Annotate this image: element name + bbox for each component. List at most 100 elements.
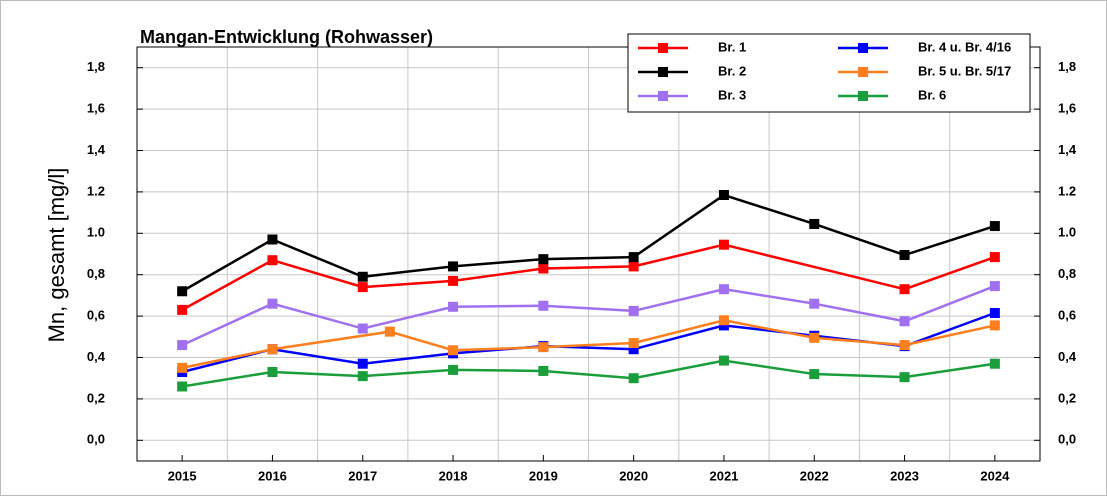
legend-label: Br. 5 u. Br. 5/17 bbox=[918, 63, 1011, 78]
marker bbox=[718, 190, 729, 201]
marker bbox=[448, 345, 459, 356]
marker bbox=[989, 221, 1000, 232]
marker bbox=[899, 250, 910, 261]
marker bbox=[448, 275, 459, 286]
marker bbox=[384, 326, 395, 337]
x-tick-label: 2018 bbox=[439, 468, 468, 483]
y2-tick-label: 0,6 bbox=[1058, 308, 1076, 323]
marker bbox=[628, 252, 639, 263]
y-tick-label: 1.0 bbox=[87, 225, 105, 240]
legend-swatch bbox=[658, 67, 668, 77]
marker bbox=[899, 372, 910, 383]
y2-tick-label: 1,8 bbox=[1058, 59, 1076, 74]
legend-swatch bbox=[858, 43, 868, 53]
marker bbox=[628, 305, 639, 316]
legend-swatch bbox=[858, 67, 868, 77]
marker bbox=[448, 364, 459, 375]
legend-box bbox=[627, 33, 1031, 113]
marker bbox=[989, 307, 1000, 318]
marker bbox=[899, 284, 910, 295]
marker bbox=[538, 365, 549, 376]
legend-label: Br. 6 bbox=[918, 87, 946, 102]
marker bbox=[628, 373, 639, 384]
marker bbox=[538, 263, 549, 274]
y-tick-label: 1,4 bbox=[87, 142, 106, 157]
y2-tick-label: 0,0 bbox=[1058, 432, 1076, 447]
marker bbox=[177, 286, 188, 297]
marker bbox=[718, 355, 729, 366]
marker bbox=[718, 284, 729, 295]
y-tick-label: 1,8 bbox=[87, 59, 105, 74]
marker bbox=[267, 366, 278, 377]
legend: Br. 1 Br. 2 Br. 3 Br. 4 u. Br. 4/16 Br. 5 u.… bbox=[627, 33, 1031, 113]
y-tick-label: 1.2 bbox=[87, 183, 105, 198]
marker bbox=[718, 320, 729, 331]
marker bbox=[628, 344, 639, 355]
y2-tick-label: 0,2 bbox=[1058, 390, 1076, 405]
marker bbox=[177, 340, 188, 351]
marker bbox=[628, 338, 639, 349]
marker bbox=[989, 281, 1000, 292]
chart-title: Mangan-Entwicklung (Rohwasser) bbox=[140, 27, 433, 47]
legend-swatch bbox=[658, 91, 668, 101]
marker bbox=[357, 371, 368, 382]
series-line bbox=[181, 284, 996, 347]
y-tick-label: 1,6 bbox=[87, 101, 105, 116]
legend-label: Br. 4 u. Br. 4/16 bbox=[918, 39, 1011, 54]
marker bbox=[899, 340, 910, 351]
x-tick-label: 2019 bbox=[529, 468, 558, 483]
x-tick-label: 2015 bbox=[168, 468, 197, 483]
marker bbox=[357, 323, 368, 334]
x-tick-label: 2024 bbox=[980, 468, 1010, 483]
y-tick-label: 0,8 bbox=[87, 266, 105, 281]
y-axis-label: Mn, gesamt [mg/l] bbox=[44, 168, 69, 343]
y2-tick-label: 0,8 bbox=[1058, 266, 1076, 281]
marker bbox=[267, 234, 278, 245]
marker bbox=[177, 381, 188, 392]
marker bbox=[267, 255, 278, 266]
marker bbox=[718, 315, 729, 326]
legend-swatch bbox=[658, 43, 668, 53]
marker bbox=[177, 362, 188, 373]
legend-label: Br. 3 bbox=[718, 87, 746, 102]
marker bbox=[357, 282, 368, 293]
marker bbox=[357, 271, 368, 282]
marker bbox=[177, 304, 188, 315]
marker bbox=[718, 239, 729, 250]
marker bbox=[989, 320, 1000, 331]
y-tick-label: 0,0 bbox=[87, 432, 105, 447]
marker bbox=[809, 332, 820, 343]
x-tick-label: 2017 bbox=[348, 468, 377, 483]
marker bbox=[448, 261, 459, 272]
marker bbox=[267, 298, 278, 309]
series-line bbox=[181, 318, 996, 370]
series-line bbox=[181, 193, 996, 293]
legend-swatch bbox=[858, 91, 868, 101]
marker bbox=[538, 342, 549, 353]
y2-tick-label: 1,6 bbox=[1058, 101, 1076, 116]
y2-tick-label: 1.2 bbox=[1058, 183, 1076, 198]
x-tick-label: 2021 bbox=[709, 468, 738, 483]
x-tick-label: 2023 bbox=[890, 468, 919, 483]
marker bbox=[989, 358, 1000, 369]
y-tick-label: 0,4 bbox=[87, 349, 106, 364]
x-tick-label: 2016 bbox=[258, 468, 287, 483]
legend-label: Br. 1 bbox=[718, 39, 746, 54]
marker bbox=[357, 358, 368, 369]
marker bbox=[809, 298, 820, 309]
marker bbox=[899, 316, 910, 327]
y2-tick-label: 1.0 bbox=[1058, 225, 1076, 240]
y-tick-label: 0,6 bbox=[87, 308, 105, 323]
marker bbox=[448, 301, 459, 312]
marker bbox=[538, 254, 549, 265]
marker bbox=[809, 369, 820, 380]
legend-label: Br. 2 bbox=[718, 63, 746, 78]
marker bbox=[809, 218, 820, 229]
marker bbox=[628, 261, 639, 272]
y-tick-label: 0,2 bbox=[87, 390, 105, 405]
y2-tick-label: 1,4 bbox=[1058, 142, 1077, 157]
x-tick-label: 2022 bbox=[800, 468, 829, 483]
x-tick-label: 2020 bbox=[619, 468, 648, 483]
marker bbox=[267, 344, 278, 355]
